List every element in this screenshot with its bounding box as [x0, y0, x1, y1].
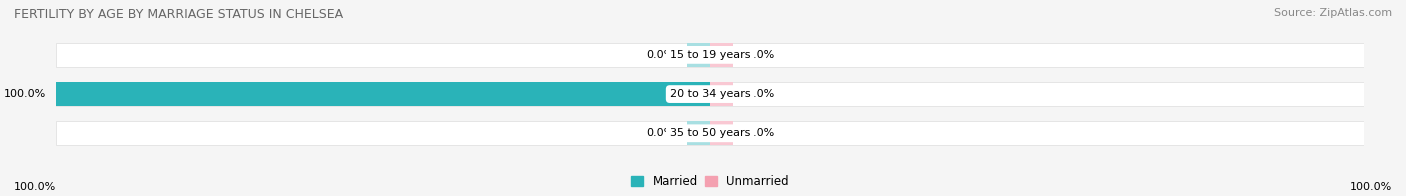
Text: 100.0%: 100.0% — [1350, 182, 1392, 192]
Text: 0.0%: 0.0% — [645, 128, 673, 138]
Legend: Married, Unmarried: Married, Unmarried — [631, 175, 789, 188]
Text: 0.0%: 0.0% — [645, 50, 673, 60]
Bar — [56, 121, 1364, 145]
Text: 100.0%: 100.0% — [4, 89, 46, 99]
Bar — [710, 121, 733, 145]
Text: FERTILITY BY AGE BY MARRIAGE STATUS IN CHELSEA: FERTILITY BY AGE BY MARRIAGE STATUS IN C… — [14, 8, 343, 21]
Text: 35 to 50 years: 35 to 50 years — [669, 128, 751, 138]
Bar — [56, 82, 710, 106]
Text: 0.0%: 0.0% — [747, 50, 775, 60]
Bar — [710, 82, 733, 106]
Bar — [710, 43, 733, 67]
Bar — [688, 121, 710, 145]
Bar — [688, 43, 710, 67]
Text: Source: ZipAtlas.com: Source: ZipAtlas.com — [1274, 8, 1392, 18]
Text: 20 to 34 years: 20 to 34 years — [669, 89, 751, 99]
Text: 0.0%: 0.0% — [747, 128, 775, 138]
Bar — [56, 82, 1364, 106]
Bar — [56, 43, 1364, 67]
Text: 100.0%: 100.0% — [14, 182, 56, 192]
Text: 15 to 19 years: 15 to 19 years — [669, 50, 751, 60]
Text: 0.0%: 0.0% — [747, 89, 775, 99]
